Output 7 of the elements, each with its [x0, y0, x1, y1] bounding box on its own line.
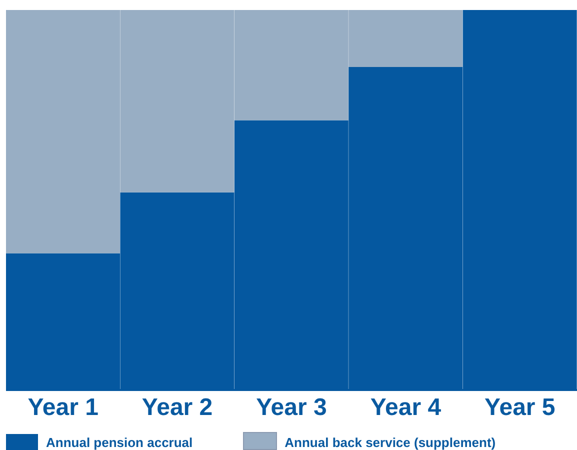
legend-label: Annual back service (supplement)	[284, 435, 496, 450]
legend-label: Annual pension accrual	[46, 435, 193, 450]
x-tick-label: Year 1	[28, 394, 98, 422]
x-tick-label: Year 2	[142, 394, 213, 422]
x-tick-label: Year 4	[370, 394, 442, 422]
x-tick-label: Year 5	[484, 394, 556, 422]
x-tick-label: Year 3	[256, 394, 327, 422]
